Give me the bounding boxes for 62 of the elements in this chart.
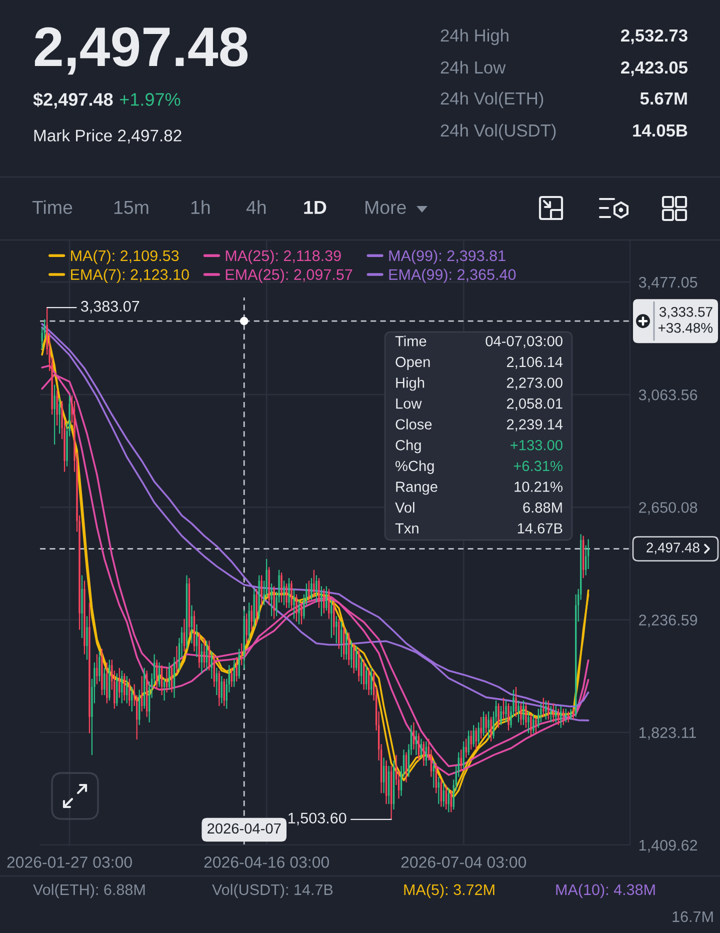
annotation: 2,106.14 <box>506 356 563 369</box>
annotation: Txn <box>395 523 418 534</box>
text: 5.67M <box>640 92 687 105</box>
legend-label: MA(25): 2,118.39 <box>226 250 341 264</box>
annotation: 14.67B <box>518 523 562 534</box>
annotation: 2,239.14 <box>506 419 563 432</box>
y-tick-label: 3,477.05 <box>638 276 698 290</box>
annotation: Time <box>395 336 426 346</box>
annotation: Chg <box>396 440 421 454</box>
y-tick-label: 2,650.08 <box>639 502 698 515</box>
text: Time <box>32 200 72 214</box>
annotation: 1,503.60 <box>288 812 346 826</box>
text: MA(10): 4.38M <box>556 884 655 898</box>
annotation: 2,058.01 <box>506 398 562 410</box>
ref-line-label: 2026-04-07 <box>208 823 281 834</box>
text: Mark Price 2,497.82 <box>34 129 182 144</box>
text: More <box>366 200 406 214</box>
annotation: +6.31% <box>514 460 562 472</box>
annotation: %Chg <box>396 460 434 474</box>
y-tick-label: 1,823.11 <box>640 727 696 740</box>
annotation: Range <box>396 482 438 495</box>
x-tick-label: 2026-04-16 03:00 <box>204 856 329 868</box>
legend-label: EMA(25): 2,097.57 <box>226 268 352 283</box>
annotation: 2,273.00 <box>506 378 562 390</box>
annotation: Close <box>396 418 432 430</box>
text: 16.7M <box>672 911 713 922</box>
annotation: Low <box>396 398 422 409</box>
x-tick-label: 2026-01-27 03:00 <box>7 856 132 868</box>
legend-label: MA(7): 2,109.53 <box>71 250 179 264</box>
text: Vol(ETH): 6.88M <box>33 884 145 898</box>
y-tick-label: 2,236.59 <box>639 614 698 628</box>
text: 1D <box>304 200 326 214</box>
text: 24h Low <box>440 60 506 74</box>
annotation: Open <box>396 356 430 370</box>
legend-label: MA(99): 2,393.81 <box>389 250 506 264</box>
text: MA(5): 3.72M <box>404 884 494 898</box>
text: Vol(USDT): 14.7B <box>212 884 333 898</box>
chart-title: 2,497.48 <box>34 27 248 75</box>
ref-line-label: 3,333.57 +33.48% <box>658 306 713 333</box>
text: 15m <box>114 200 148 214</box>
y-tick-label: 1,409.62 <box>640 840 698 852</box>
text: 2,423.05 <box>621 61 688 76</box>
legend-label: EMA(7): 2,123.10 <box>71 268 189 283</box>
annotation: +133.00 <box>510 440 562 450</box>
ref-line-label: 2,497.48 <box>646 542 700 554</box>
chart-subtitle: $2,497.48 +1.97% <box>33 92 180 108</box>
annotation: High <box>396 377 424 391</box>
text: 24h Vol(ETH) <box>440 92 544 108</box>
annotation: 6.88M <box>523 502 562 513</box>
text: 24h High <box>440 28 508 46</box>
text: 1h <box>191 200 210 214</box>
text: 2,532.73 <box>621 29 688 44</box>
x-tick-label: 2026-07-04 03:00 <box>401 856 526 868</box>
text: 4h <box>246 200 266 214</box>
legend-label: EMA(99): 2,365.40 <box>389 268 516 283</box>
text: 14.05B <box>633 124 688 137</box>
annotation: 04-07,03:00 <box>486 336 562 348</box>
text: 24h Vol(USDT) <box>440 124 556 140</box>
annotation: Vol <box>395 502 414 513</box>
annotation: 3,383.07 <box>80 300 140 314</box>
annotation: 10.21% <box>514 482 562 492</box>
y-tick-label: 3,063.56 <box>638 389 698 402</box>
